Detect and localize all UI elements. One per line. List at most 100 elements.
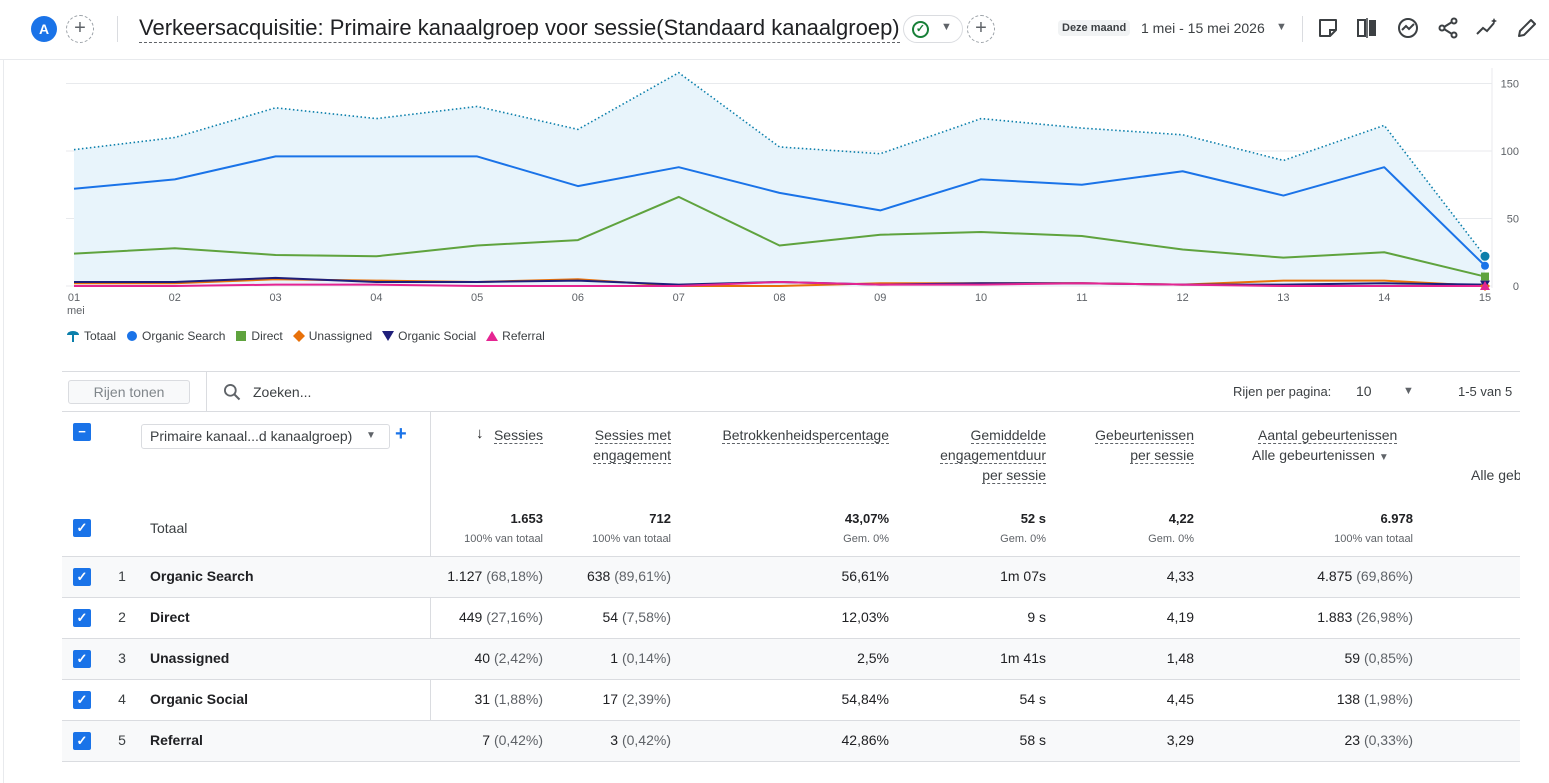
rows-per-page-select[interactable]: 10: [1356, 383, 1372, 399]
chevron-down-icon[interactable]: ▼: [1276, 21, 1287, 33]
x-tick-label: 09: [874, 292, 886, 304]
legend-item[interactable]: Unassigned: [292, 329, 372, 343]
x-tick-label: 03: [269, 292, 281, 304]
cell-rate: 42,86%: [841, 732, 889, 748]
chevron-down-icon: ▼: [941, 21, 952, 33]
report-status-dropdown[interactable]: ✓ ▼: [903, 15, 963, 43]
cell-events: 23 (0,33%): [1344, 732, 1414, 748]
insights-icon[interactable]: [1396, 16, 1420, 40]
cell-engaged: 3 (0,42%): [610, 732, 671, 748]
column-header-avg-engagement-time[interactable]: Gemiddelde engagementduur per sessie: [940, 427, 1046, 484]
x-tick-label: 02: [169, 292, 181, 304]
channel-name[interactable]: Unassigned: [150, 650, 230, 666]
cell-evps: 4,33: [1166, 568, 1194, 584]
legend-item[interactable]: Totaal: [66, 329, 116, 343]
left-rail: [0, 60, 4, 783]
channel-name[interactable]: Direct: [150, 609, 190, 625]
add-dimension-button[interactable]: +: [395, 423, 407, 445]
row-checkbox[interactable]: ✓: [73, 609, 91, 627]
add-filter-button[interactable]: +: [967, 15, 995, 43]
cell-duration: 9 s: [1027, 609, 1046, 625]
series-end-marker: [1480, 281, 1490, 290]
column-header-truncated[interactable]: Alle geb: [1471, 467, 1520, 483]
total-duration: 52 s: [1020, 511, 1046, 526]
total-evps-sub: Gem. 0%: [1148, 533, 1194, 545]
x-tick-label: 10: [975, 292, 987, 304]
divider: [117, 16, 118, 42]
x-tick-label: 14: [1378, 292, 1390, 304]
cell-duration: 1m 41s: [1000, 650, 1046, 666]
table-row[interactable]: ✓ 5 Referral 7 (0,42%) 3 (0,42%) 42,86% …: [62, 721, 1520, 762]
table-row[interactable]: ✓ 1 Organic Search 1.127 (68,18%) 638 (8…: [62, 557, 1520, 598]
legend-item[interactable]: Organic Search: [126, 329, 225, 343]
column-header-event-count[interactable]: Aantal gebeurtenissen: [1258, 427, 1398, 444]
channel-name[interactable]: Organic Search: [150, 568, 254, 584]
cell-sessies: 31 (1,88%): [474, 691, 544, 707]
x-tick-label: 08: [773, 292, 785, 304]
page-title[interactable]: Verkeersacquisitie: Primaire kanaalgroep…: [139, 14, 900, 43]
y-tick-label: 150: [1501, 79, 1519, 91]
chart-lines: [73, 71, 1486, 287]
cell-rate: 12,03%: [841, 609, 889, 625]
sort-desc-icon[interactable]: ↓: [476, 425, 484, 442]
compare-icon[interactable]: [1355, 16, 1379, 40]
event-filter-dropdown[interactable]: Alle gebeurtenissen ▼: [1252, 447, 1389, 463]
search-icon[interactable]: [222, 382, 242, 402]
date-preset-label: Deze maand: [1058, 20, 1131, 36]
cell-events: 4.875 (69,86%): [1317, 568, 1413, 584]
series-line-totaal: [73, 71, 1486, 257]
line-chart: 150 100 50 0 01 02 03 04 05 06 07 08 09 10 11 12 13 14 15…: [66, 68, 1519, 317]
date-range-picker[interactable]: 1 mei - 15 mei 2026: [1141, 20, 1265, 36]
cell-rate: 54,84%: [841, 691, 889, 707]
select-all-checkbox[interactable]: −: [73, 423, 91, 441]
legend-item[interactable]: Direct: [235, 329, 283, 343]
chevron-down-icon: ▼: [1378, 452, 1389, 463]
row-checkbox[interactable]: ✓: [73, 732, 91, 750]
column-header-engagement-rate[interactable]: Betrokkenheidspercentage: [722, 427, 889, 444]
search-input[interactable]: [253, 382, 553, 402]
divider: [1302, 16, 1303, 42]
cell-duration: 58 s: [1019, 732, 1046, 748]
add-comparison-button[interactable]: +: [66, 15, 94, 43]
cell-evps: 1,48: [1166, 650, 1194, 666]
column-header-sessies[interactable]: Sessies: [493, 427, 543, 444]
column-header-events-per-session[interactable]: Gebeurtenissen per sessie: [1095, 427, 1194, 464]
chevron-down-icon[interactable]: ▼: [1403, 385, 1414, 397]
table-row[interactable]: ✓ 2 Direct 449 (27,16%) 54 (7,58%) 12,03…: [62, 598, 1520, 639]
channel-name[interactable]: Referral: [150, 732, 203, 748]
legend-item[interactable]: Referral: [486, 329, 545, 343]
row-checkbox[interactable]: ✓: [73, 650, 91, 668]
legend-item[interactable]: Organic Social: [382, 329, 476, 343]
row-index: 4: [118, 691, 126, 707]
totals-checkbox[interactable]: ✓: [73, 519, 91, 537]
comparison-avatar[interactable]: A: [31, 16, 57, 42]
divider: [206, 372, 207, 412]
total-rate: 43,07%: [844, 511, 889, 526]
row-checkbox[interactable]: ✓: [73, 568, 91, 586]
dimension-select[interactable]: Primaire kanaal...d kanaalgroep): [141, 424, 390, 449]
y-tick-label: 0: [1513, 281, 1519, 293]
series-end-marker: [1481, 261, 1489, 270]
trend-sparkle-icon[interactable]: [1475, 16, 1499, 40]
channel-name[interactable]: Organic Social: [150, 691, 249, 707]
share-icon[interactable]: [1436, 16, 1460, 40]
table-row[interactable]: ✓ 4 Organic Social 31 (1,88%) 17 (2,39%)…: [62, 680, 1520, 721]
total-evps: 4,22: [1168, 511, 1194, 526]
row-checkbox[interactable]: ✓: [73, 691, 91, 709]
column-header-engaged-sessions[interactable]: Sessies met engagement: [593, 427, 671, 464]
row-index: 2: [118, 609, 126, 625]
cell-engaged: 1 (0,14%): [610, 650, 671, 666]
cell-evps: 4,19: [1166, 609, 1194, 625]
chevron-down-icon[interactable]: ▼: [366, 430, 376, 441]
legend-label: Organic Search: [142, 329, 226, 343]
cell-sessies: 1.127 (68,18%): [447, 568, 543, 584]
total-sessies-sub: 100% van totaal: [464, 533, 543, 545]
series-line-referral: [74, 280, 1485, 287]
edit-icon[interactable]: [1515, 16, 1539, 40]
note-icon[interactable]: [1316, 16, 1340, 40]
table-row[interactable]: ✓ 3 Unassigned 40 (2,42%) 1 (0,14%) 2,5%…: [62, 639, 1520, 680]
show-rows-button[interactable]: Rijen tonen: [68, 380, 190, 404]
x-tick-label: 05: [471, 292, 483, 304]
series-line-direct: [73, 195, 1486, 278]
cell-duration: 54 s: [1019, 691, 1046, 707]
